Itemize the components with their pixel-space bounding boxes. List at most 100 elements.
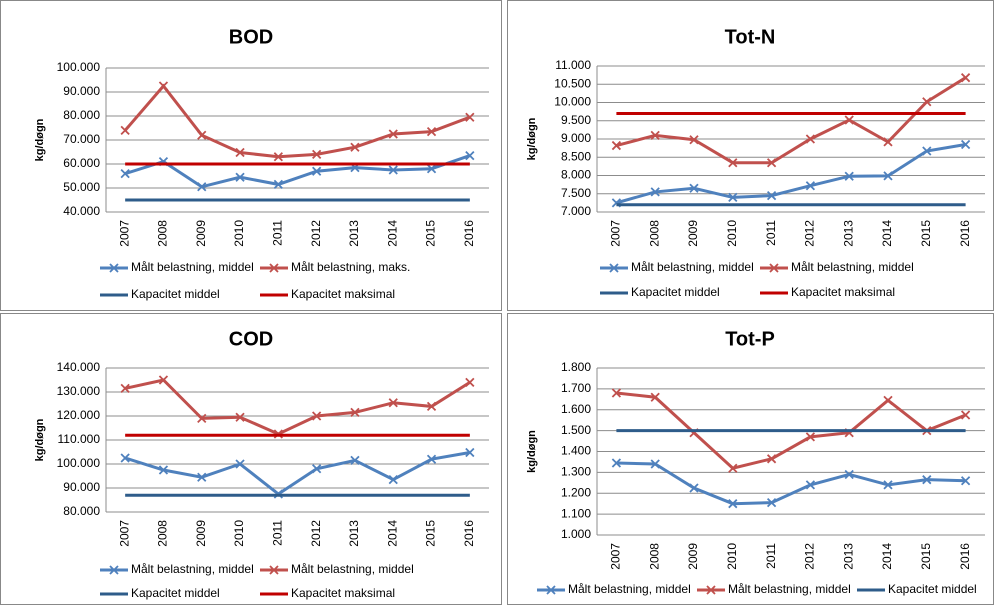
x-tick-label: 2014 — [880, 220, 894, 247]
point-marker — [728, 158, 738, 168]
y-tick-label: 50.000 — [63, 180, 100, 194]
x-tick-label: 2012 — [803, 220, 817, 247]
point-marker — [650, 130, 660, 140]
series-line — [616, 461, 966, 506]
legend-label: Kapacitet middel — [131, 586, 220, 600]
x-tick-label: 2015 — [424, 220, 438, 247]
legend-item: Målt belastning, middel — [600, 260, 754, 274]
x-tick-label: 2013 — [347, 220, 361, 247]
point-marker — [312, 464, 322, 474]
point-marker — [883, 480, 893, 490]
x-tick-label: 2007 — [609, 220, 623, 247]
x-tick-label: 2010 — [725, 220, 739, 247]
y-tick-label: 140.000 — [57, 360, 101, 374]
panel — [0, 0, 502, 311]
x-tick-label: 2010 — [725, 543, 739, 570]
x-tick-label: 2007 — [117, 520, 131, 547]
point-marker — [922, 97, 932, 107]
legend-item: Kapacitet middel — [100, 586, 220, 600]
series-line — [124, 154, 471, 189]
y-tick-label: 1.300 — [561, 465, 591, 479]
legend-marker — [109, 565, 119, 575]
point-marker — [960, 410, 971, 420]
y-tick-label: 9.500 — [561, 113, 591, 127]
x-tick-label: 2014 — [385, 220, 399, 247]
legend-marker — [769, 263, 779, 273]
legend-item: Kapacitet middel — [857, 582, 977, 596]
point-marker — [197, 413, 207, 424]
x-tick-label: 2009 — [194, 520, 208, 547]
series-line — [615, 142, 966, 205]
x-tick-label: 2010 — [232, 520, 246, 547]
legend-item: Kapacitet maksimal — [260, 287, 395, 301]
x-tick-label: 2013 — [841, 543, 855, 570]
y-tick-label: 10.500 — [554, 76, 591, 90]
x-tick-label: 2009 — [686, 220, 700, 247]
x-tick-label: 2012 — [309, 220, 323, 247]
y-tick-label: 7.500 — [561, 186, 591, 200]
x-tick-label: 2007 — [117, 220, 131, 247]
legend-label: Målt belastning, middel — [791, 260, 914, 274]
legend-label: Kapacitet middel — [131, 287, 220, 301]
y-tick-label: 8.000 — [561, 168, 591, 182]
point-marker — [426, 164, 437, 174]
point-marker — [465, 150, 475, 161]
legend-label: Målt belastning, middel — [568, 582, 691, 596]
chart-title: Tot-N — [725, 26, 776, 48]
x-tick-label: 2012 — [309, 520, 323, 547]
point-marker — [766, 498, 777, 508]
x-tick-label: 2009 — [194, 220, 208, 247]
y-tick-label: 7.000 — [561, 204, 591, 218]
point-marker — [922, 475, 932, 485]
point-marker — [805, 432, 816, 442]
legend-item: Målt belastning, middel — [100, 260, 254, 274]
x-tick-label: 2015 — [919, 220, 933, 247]
y-tick-label: 80.000 — [63, 108, 100, 122]
legend-label: Kapacitet middel — [888, 582, 977, 596]
point-marker — [273, 152, 283, 162]
point-marker — [235, 147, 245, 158]
legend-item: Kapacitet maksimal — [260, 586, 395, 600]
y-tick-label: 60.000 — [63, 156, 100, 170]
point-marker — [235, 172, 245, 182]
y-tick-label: 1.800 — [561, 360, 591, 374]
panel — [507, 0, 994, 311]
point-marker — [728, 192, 738, 203]
point-marker — [650, 187, 660, 197]
chart-title: Tot-P — [725, 328, 775, 350]
point-marker — [611, 388, 622, 398]
point-marker — [465, 112, 475, 122]
y-axis-label: kg/døgn — [526, 117, 538, 160]
legend-marker — [609, 263, 619, 273]
series-line — [124, 83, 471, 159]
x-tick-label: 2010 — [232, 220, 246, 247]
x-tick-label: 2007 — [609, 543, 623, 570]
panel — [0, 313, 502, 605]
legend-label: Kapacitet maksimal — [791, 285, 895, 299]
legend-label: Kapacitet middel — [631, 285, 720, 299]
x-tick-label: 2009 — [686, 543, 700, 570]
point-marker — [960, 73, 971, 83]
point-marker — [650, 392, 660, 402]
point-marker — [728, 463, 738, 473]
x-tick-label: 2016 — [958, 220, 972, 247]
point-marker — [273, 179, 283, 190]
x-tick-label: 2011 — [764, 220, 778, 246]
point-marker — [465, 447, 475, 458]
point-marker — [312, 166, 322, 176]
point-marker — [312, 411, 322, 421]
legend-item: Målt belastning, middel — [697, 582, 851, 596]
x-tick-label: 2011 — [764, 543, 778, 569]
legend-label: Målt belastning, middel — [728, 582, 851, 596]
y-axis-label: kg/døgn — [34, 418, 46, 461]
series-line — [124, 451, 471, 496]
panel — [507, 313, 994, 605]
point-marker — [120, 453, 130, 463]
y-tick-label: 1.000 — [561, 527, 591, 541]
y-tick-label: 120.000 — [57, 408, 101, 422]
point-marker — [426, 126, 437, 137]
point-marker — [805, 480, 816, 490]
x-tick-label: 2008 — [156, 220, 170, 247]
point-marker — [465, 377, 475, 388]
